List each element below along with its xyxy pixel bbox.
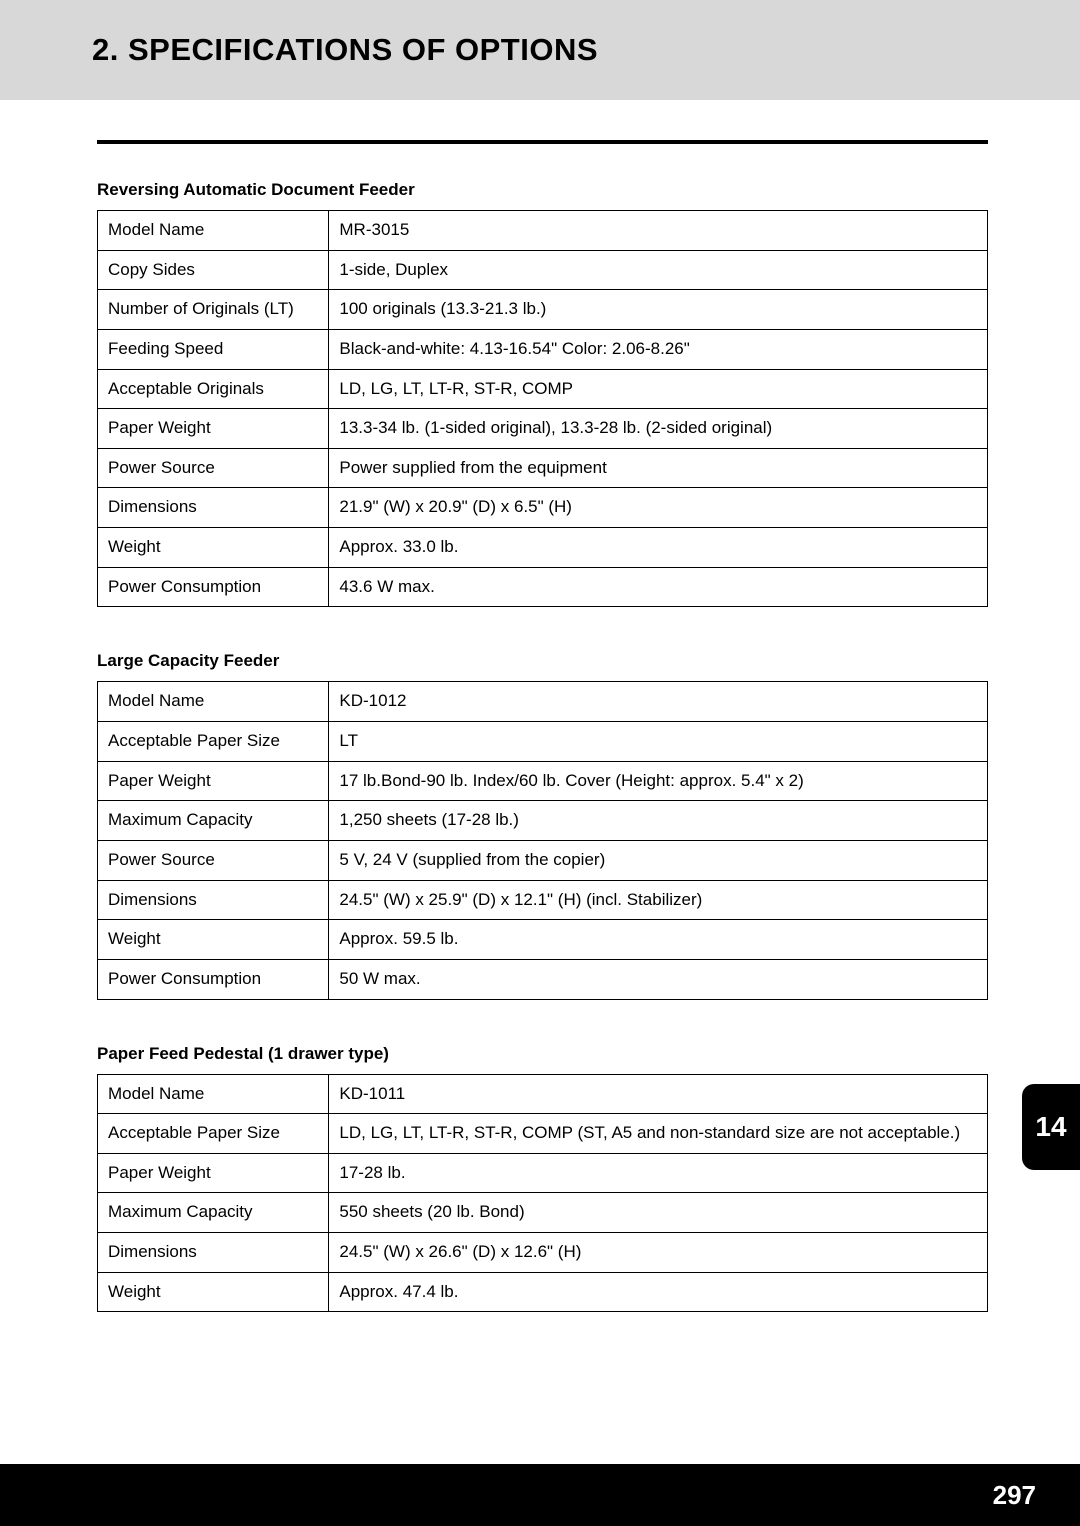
spec-value: 43.6 W max. — [329, 567, 988, 607]
table-row: Paper Weight13.3-34 lb. (1-sided origina… — [98, 409, 988, 449]
spec-value: LD, LG, LT, LT-R, ST-R, COMP — [329, 369, 988, 409]
spec-value: LD, LG, LT, LT-R, ST-R, COMP (ST, A5 and… — [329, 1114, 988, 1154]
table-row: Model NameKD-1012 — [98, 682, 988, 722]
table-row: Copy Sides1-side, Duplex — [98, 250, 988, 290]
spec-value: 21.9" (W) x 20.9" (D) x 6.5" (H) — [329, 488, 988, 528]
table-row: Power Consumption50 W max. — [98, 959, 988, 999]
table-row: Power Consumption43.6 W max. — [98, 567, 988, 607]
spec-label: Model Name — [98, 211, 329, 251]
spec-label: Weight — [98, 920, 329, 960]
spec-table-radf: Model NameMR-3015 Copy Sides1-side, Dupl… — [97, 210, 988, 607]
spec-label: Maximum Capacity — [98, 801, 329, 841]
spec-table-lcf: Model NameKD-1012 Acceptable Paper SizeL… — [97, 681, 988, 999]
table-row: Paper Weight17 lb.Bond-90 lb. Index/60 l… — [98, 761, 988, 801]
spec-label: Paper Weight — [98, 409, 329, 449]
table-row: Dimensions24.5" (W) x 25.9" (D) x 12.1" … — [98, 880, 988, 920]
page-header: 2. SPECIFICATIONS OF OPTIONS — [0, 0, 1080, 100]
spec-table-pedestal: Model NameKD-1011 Acceptable Paper SizeL… — [97, 1074, 988, 1313]
page-title: 2. SPECIFICATIONS OF OPTIONS — [92, 32, 598, 68]
spec-value: KD-1012 — [329, 682, 988, 722]
table-row: Power Source5 V, 24 V (supplied from the… — [98, 840, 988, 880]
table-row: Acceptable OriginalsLD, LG, LT, LT-R, ST… — [98, 369, 988, 409]
spec-value: 17-28 lb. — [329, 1153, 988, 1193]
spec-label: Power Consumption — [98, 959, 329, 999]
section-rule — [97, 140, 988, 144]
section-title: Reversing Automatic Document Feeder — [97, 180, 988, 200]
table-row: Paper Weight17-28 lb. — [98, 1153, 988, 1193]
chapter-tab: 14 — [1022, 1084, 1080, 1170]
spec-label: Model Name — [98, 1074, 329, 1114]
spec-value: MR-3015 — [329, 211, 988, 251]
table-row: WeightApprox. 33.0 lb. — [98, 528, 988, 568]
table-row: Model NameMR-3015 — [98, 211, 988, 251]
table-row: Number of Originals (LT)100 originals (1… — [98, 290, 988, 330]
spec-label: Power Consumption — [98, 567, 329, 607]
table-row: WeightApprox. 47.4 lb. — [98, 1272, 988, 1312]
spec-label: Weight — [98, 1272, 329, 1312]
spec-value: Power supplied from the equipment — [329, 448, 988, 488]
spec-value: Approx. 59.5 lb. — [329, 920, 988, 960]
spec-value: LT — [329, 722, 988, 762]
section-title: Paper Feed Pedestal (1 drawer type) — [97, 1044, 988, 1064]
table-row: Power SourcePower supplied from the equi… — [98, 448, 988, 488]
table-row: Acceptable Paper SizeLT — [98, 722, 988, 762]
table-row: Maximum Capacity550 sheets (20 lb. Bond) — [98, 1193, 988, 1233]
spec-label: Dimensions — [98, 488, 329, 528]
section-title: Large Capacity Feeder — [97, 651, 988, 671]
table-row: Feeding SpeedBlack-and-white: 4.13-16.54… — [98, 329, 988, 369]
spec-value: 5 V, 24 V (supplied from the copier) — [329, 840, 988, 880]
spec-label: Acceptable Paper Size — [98, 722, 329, 762]
table-row: Maximum Capacity1,250 sheets (17-28 lb.) — [98, 801, 988, 841]
spec-label: Dimensions — [98, 1233, 329, 1273]
table-row: Acceptable Paper SizeLD, LG, LT, LT-R, S… — [98, 1114, 988, 1154]
page-number: 297 — [0, 1464, 1080, 1526]
spec-label: Dimensions — [98, 880, 329, 920]
spec-value: 13.3-34 lb. (1-sided original), 13.3-28 … — [329, 409, 988, 449]
table-row: Dimensions21.9" (W) x 20.9" (D) x 6.5" (… — [98, 488, 988, 528]
page-content: Reversing Automatic Document Feeder Mode… — [0, 100, 1080, 1312]
spec-label: Feeding Speed — [98, 329, 329, 369]
spec-label: Power Source — [98, 840, 329, 880]
spec-value: 17 lb.Bond-90 lb. Index/60 lb. Cover (He… — [329, 761, 988, 801]
spec-value: 24.5" (W) x 25.9" (D) x 12.1" (H) (incl.… — [329, 880, 988, 920]
table-row: Dimensions24.5" (W) x 26.6" (D) x 12.6" … — [98, 1233, 988, 1273]
table-row: WeightApprox. 59.5 lb. — [98, 920, 988, 960]
spec-label: Number of Originals (LT) — [98, 290, 329, 330]
spec-value: 24.5" (W) x 26.6" (D) x 12.6" (H) — [329, 1233, 988, 1273]
spec-label: Acceptable Paper Size — [98, 1114, 329, 1154]
spec-value: 1-side, Duplex — [329, 250, 988, 290]
spec-value: 50 W max. — [329, 959, 988, 999]
spec-label: Power Source — [98, 448, 329, 488]
spec-label: Paper Weight — [98, 1153, 329, 1193]
spec-label: Maximum Capacity — [98, 1193, 329, 1233]
spec-value: Approx. 47.4 lb. — [329, 1272, 988, 1312]
spec-label: Model Name — [98, 682, 329, 722]
spec-value: 550 sheets (20 lb. Bond) — [329, 1193, 988, 1233]
spec-value: 100 originals (13.3-21.3 lb.) — [329, 290, 988, 330]
table-row: Model NameKD-1011 — [98, 1074, 988, 1114]
spec-label: Acceptable Originals — [98, 369, 329, 409]
spec-label: Copy Sides — [98, 250, 329, 290]
spec-value: Approx. 33.0 lb. — [329, 528, 988, 568]
spec-value: Black-and-white: 4.13-16.54" Color: 2.06… — [329, 329, 988, 369]
spec-value: KD-1011 — [329, 1074, 988, 1114]
spec-label: Weight — [98, 528, 329, 568]
spec-label: Paper Weight — [98, 761, 329, 801]
spec-value: 1,250 sheets (17-28 lb.) — [329, 801, 988, 841]
